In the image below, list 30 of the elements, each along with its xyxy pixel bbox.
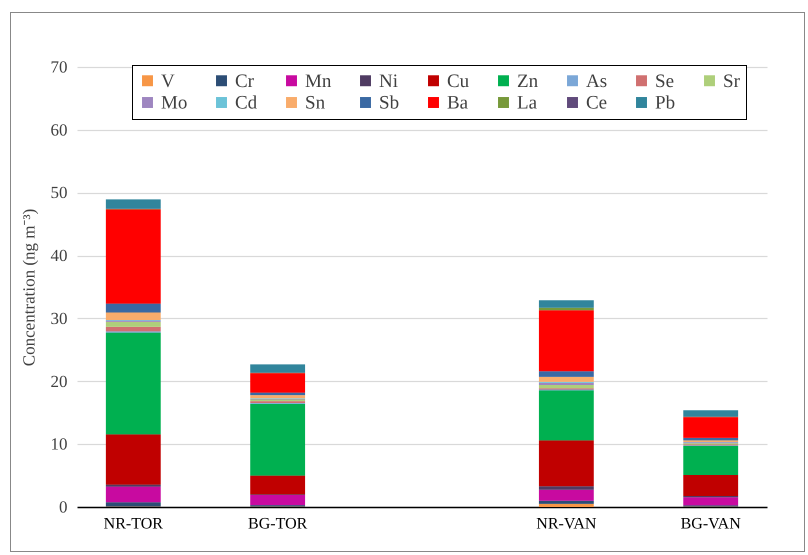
legend-label: As	[586, 70, 608, 92]
y-tick-label: 20	[50, 372, 68, 391]
x-tick-label: BG-TOR	[248, 516, 308, 532]
legend-label: Mn	[305, 70, 332, 92]
legend-label: Sn	[305, 92, 326, 114]
legend-label: Zn	[517, 70, 539, 92]
legend-label: Sr	[723, 70, 741, 92]
y-tick-label: 50	[50, 183, 68, 202]
legend-label: Cu	[447, 70, 470, 92]
legend-label: Ni	[379, 70, 398, 92]
y-tick-label: 70	[50, 58, 68, 76]
y-tick-label: 60	[50, 120, 68, 140]
legend-label: Sb	[379, 92, 400, 114]
legend-label: Mo	[161, 92, 188, 114]
legend-label: V	[161, 70, 175, 92]
legend-label: Se	[655, 70, 674, 92]
legend-label: Cr	[235, 70, 255, 92]
legend-label: Ce	[586, 92, 608, 114]
legend-label: Pb	[655, 92, 676, 114]
legend-label: La	[517, 92, 538, 114]
x-tick-label: BG-VAN	[680, 516, 742, 532]
y-tick-label: 0	[59, 498, 68, 516]
x-tick-label: NR-TOR	[104, 516, 164, 532]
y-tick-label: 30	[50, 308, 68, 328]
legend-label: Ba	[447, 92, 469, 114]
y-tick-label: 40	[50, 246, 68, 266]
x-tick-label: NR-VAN	[536, 516, 597, 532]
y-tick-label: 10	[50, 434, 68, 454]
legend-label: Cd	[235, 92, 258, 114]
y-axis-title: Concentration (ng m⁻³)	[20, 208, 38, 366]
